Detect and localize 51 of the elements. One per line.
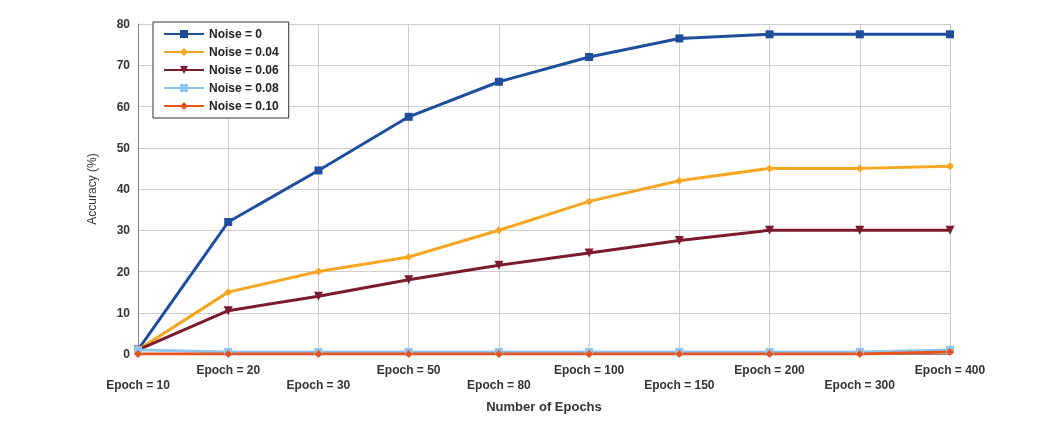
point xyxy=(224,288,233,297)
point xyxy=(314,166,323,175)
x-axis-title: Number of Epochs xyxy=(486,399,602,414)
point xyxy=(223,306,233,316)
legend-label: Noise = 0 xyxy=(209,27,263,41)
point xyxy=(494,77,503,86)
point xyxy=(313,291,323,301)
x-tick-label: Epoch = 80 xyxy=(467,377,532,392)
point xyxy=(584,248,594,258)
legend-label: Noise = 0.08 xyxy=(209,81,280,95)
point xyxy=(224,218,233,226)
y-tick-label: 0 xyxy=(123,347,131,361)
x-tick-label: Epoch = 200 xyxy=(734,362,806,377)
point xyxy=(765,30,774,39)
point xyxy=(855,30,864,39)
legend-label: Noise = 0.04 xyxy=(209,45,280,59)
x-tick-label: Epoch = 20 xyxy=(196,362,261,377)
x-tick-label: Epoch = 100 xyxy=(553,362,625,377)
y-tick-label: 50 xyxy=(116,140,131,155)
x-tick-label: Epoch = 400 xyxy=(914,362,986,377)
y-tick-label: 40 xyxy=(116,182,131,196)
point xyxy=(675,34,684,43)
point xyxy=(765,225,775,235)
point xyxy=(585,197,594,206)
point xyxy=(674,236,684,246)
legend-label: Noise = 0.06 xyxy=(209,63,280,77)
x-tick-label: Epoch = 10 xyxy=(106,377,171,392)
x-tick-label: Epoch = 150 xyxy=(644,377,715,392)
y-tick-label: 60 xyxy=(116,99,131,114)
point xyxy=(314,267,323,276)
y-tick-label: 30 xyxy=(116,223,131,238)
x-tick-label: Epoch = 300 xyxy=(824,377,896,392)
point xyxy=(134,350,142,358)
point xyxy=(494,226,503,235)
y-tick-label: 10 xyxy=(116,305,131,320)
point xyxy=(404,275,414,285)
x-tick-label: Epoch = 30 xyxy=(286,377,351,392)
point xyxy=(946,30,954,39)
legend-label: Noise = 0.10 xyxy=(209,99,280,113)
point xyxy=(946,162,954,171)
x-tick-label: Epoch = 50 xyxy=(376,362,441,377)
point xyxy=(404,112,413,121)
y-axis-title: Accuracy (%) xyxy=(85,153,99,225)
point xyxy=(494,260,504,270)
y-tick-label: 80 xyxy=(116,17,131,31)
point xyxy=(945,225,955,235)
point xyxy=(404,253,413,262)
y-tick-label: 20 xyxy=(116,264,131,279)
point xyxy=(675,176,684,185)
y-tick-label: 70 xyxy=(116,58,131,73)
point xyxy=(585,53,594,61)
